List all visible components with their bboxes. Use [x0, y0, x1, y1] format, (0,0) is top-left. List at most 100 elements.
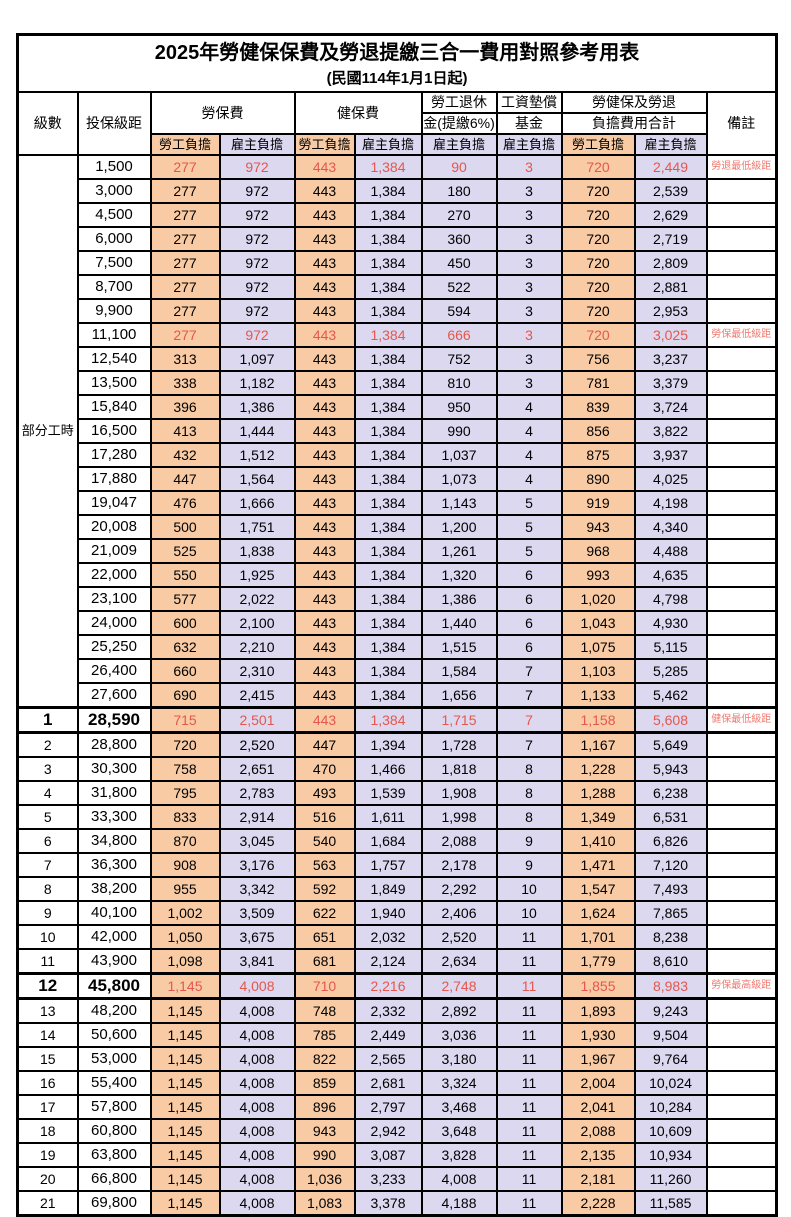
cell-wage-fund-employer: 4	[495, 466, 563, 492]
cell-remark	[705, 876, 778, 902]
cell-bracket: 3,000	[76, 178, 152, 204]
cell-level: 8	[16, 876, 79, 902]
cell-health-ins-employer: 1,384	[353, 370, 423, 396]
table-row: 11,100 277 972 443 1,384 666 3 720 3,025 勞保最低級距	[18, 322, 778, 348]
cell-wage-fund-employer: 11	[495, 1190, 563, 1217]
table-row: 20 66,800 1,145 4,008 1,036 3,233 4,008 11 2,181…	[16, 1166, 778, 1192]
table-row: 13 48,200 1,145 4,008 748 2,332 2,892 11 1,893 9,…	[16, 997, 778, 1024]
cell-remark	[705, 1118, 778, 1144]
cell-pension-employer: 594	[420, 298, 498, 324]
table-row: 3 30,300 758 2,651 470 1,466 1,818 8 1,228 5,943	[16, 756, 778, 782]
cell-health-ins-employee: 822	[293, 1046, 356, 1072]
cell-health-ins-employee: 443	[293, 226, 356, 252]
cell-health-ins-employee: 990	[293, 1142, 356, 1168]
cell-total-employee: 720	[560, 298, 636, 324]
cell-health-ins-employer: 1,384	[353, 658, 423, 684]
cell-total-employee: 1,547	[560, 876, 636, 902]
cell-health-ins-employee: 443	[293, 538, 356, 564]
cell-health-ins-employee: 443	[293, 586, 356, 612]
cell-labor-ins-employee: 690	[149, 682, 221, 709]
cell-total-employer: 11,585	[633, 1190, 708, 1217]
cell-level: 20	[16, 1166, 79, 1192]
cell-bracket: 8,700	[76, 274, 152, 300]
table-row: 11 43,900 1,098 3,841 681 2,124 2,634 11 1,779 8,…	[16, 948, 778, 975]
cell-level: 10	[16, 924, 79, 950]
cell-health-ins-employee: 443	[293, 490, 356, 516]
cell-bracket: 17,280	[76, 442, 152, 468]
cell-total-employee: 1,075	[560, 634, 636, 660]
cell-total-employee: 2,228	[560, 1190, 636, 1217]
cell-health-ins-employer: 1,384	[353, 322, 423, 348]
cell-total-employee: 720	[560, 178, 636, 204]
cell-bracket: 60,800	[76, 1118, 152, 1144]
cell-health-ins-employer: 1,611	[353, 804, 423, 830]
cell-remark	[705, 731, 778, 758]
cell-remark	[705, 586, 778, 612]
cell-bracket: 53,000	[76, 1046, 152, 1072]
cell-labor-ins-employer: 2,415	[218, 682, 296, 709]
cell-pension-employer: 950	[420, 394, 498, 420]
col-header-total-line1: 勞健保及勞退	[560, 91, 708, 114]
cell-health-ins-employee: 681	[293, 948, 356, 975]
cell-health-ins-employer: 2,124	[353, 948, 423, 975]
cell-total-employee: 1,855	[560, 972, 636, 1000]
cell-wage-fund-employer: 5	[495, 490, 563, 516]
table-row: 21,009 525 1,838 443 1,384 1,261 5 968 4,488	[18, 538, 778, 564]
cell-total-employer: 9,504	[633, 1022, 708, 1048]
cell-pension-employer: 1,998	[420, 804, 498, 830]
table-row: 部分工時 1,500 277 972 443 1,384 90 3 720 2,449 勞退最低級距	[16, 154, 778, 709]
cell-total-employee: 919	[560, 490, 636, 516]
cell-labor-ins-employer: 972	[218, 250, 296, 276]
table-row: 7,500 277 972 443 1,384 450 3 720 2,809	[18, 250, 778, 276]
cell-health-ins-employee: 785	[293, 1022, 356, 1048]
subheader-labor-employee: 勞工負擔	[149, 133, 221, 156]
cell-level: 4	[16, 780, 79, 806]
cell-level-part-time: 部分工時	[16, 154, 79, 709]
cell-level: 18	[16, 1118, 79, 1144]
cell-remark	[705, 1142, 778, 1168]
cell-wage-fund-employer: 11	[495, 1046, 563, 1072]
table-row: 15 53,000 1,145 4,008 822 2,565 3,180 11 1,967 9,…	[16, 1046, 778, 1072]
cell-labor-ins-employee: 715	[149, 706, 221, 734]
cell-bracket: 50,600	[76, 1022, 152, 1048]
cell-wage-fund-employer: 3	[495, 274, 563, 300]
cell-labor-ins-employee: 833	[149, 804, 221, 830]
cell-total-employer: 6,238	[633, 780, 708, 806]
cell-total-employee: 1,471	[560, 852, 636, 878]
cell-wage-fund-employer: 9	[495, 852, 563, 878]
cell-labor-ins-employer: 2,651	[218, 756, 296, 782]
cell-total-employee: 856	[560, 418, 636, 444]
cell-bracket: 40,100	[76, 900, 152, 926]
cell-pension-employer: 1,656	[420, 682, 498, 709]
table-row: 17 57,800 1,145 4,008 896 2,797 3,468 11 2,041 10…	[16, 1094, 778, 1120]
cell-labor-ins-employer: 4,008	[218, 1190, 296, 1217]
table-row: 12,540 313 1,097 443 1,384 752 3 756 3,237	[18, 346, 778, 372]
cell-total-employee: 1,228	[560, 756, 636, 782]
cell-remark: 健保最低級距	[705, 706, 778, 734]
cell-labor-ins-employer: 1,666	[218, 490, 296, 516]
cell-labor-ins-employer: 972	[218, 154, 296, 180]
cell-wage-fund-employer: 3	[495, 370, 563, 396]
cell-bracket: 55,400	[76, 1070, 152, 1096]
cell-wage-fund-employer: 11	[495, 972, 563, 1000]
cell-bracket: 28,800	[76, 731, 152, 758]
cell-total-employer: 5,462	[633, 682, 708, 709]
cell-total-employer: 7,493	[633, 876, 708, 902]
table-row: 19 63,800 1,145 4,008 990 3,087 3,828 11 2,135 10…	[16, 1142, 778, 1168]
title-row: 2025年勞健保保費及勞退提繳三合一費用對照參考用表 (民國114年1月1日起)	[16, 33, 778, 93]
col-header-wage-fund-line1: 工資墊償	[495, 91, 563, 114]
cell-labor-ins-employee: 277	[149, 154, 221, 180]
cell-labor-ins-employer: 3,675	[218, 924, 296, 950]
cell-wage-fund-employer: 5	[495, 514, 563, 540]
cell-labor-ins-employer: 972	[218, 226, 296, 252]
cell-total-employee: 1,103	[560, 658, 636, 684]
cell-bracket: 19,047	[76, 490, 152, 516]
cell-labor-ins-employer: 972	[218, 322, 296, 348]
cell-bracket: 34,800	[76, 828, 152, 854]
cell-health-ins-employer: 1,384	[353, 682, 423, 709]
cell-labor-ins-employee: 1,145	[149, 1070, 221, 1096]
cell-wage-fund-employer: 11	[495, 1166, 563, 1192]
cell-labor-ins-employee: 1,050	[149, 924, 221, 950]
cell-labor-ins-employer: 3,342	[218, 876, 296, 902]
cell-labor-ins-employer: 1,512	[218, 442, 296, 468]
